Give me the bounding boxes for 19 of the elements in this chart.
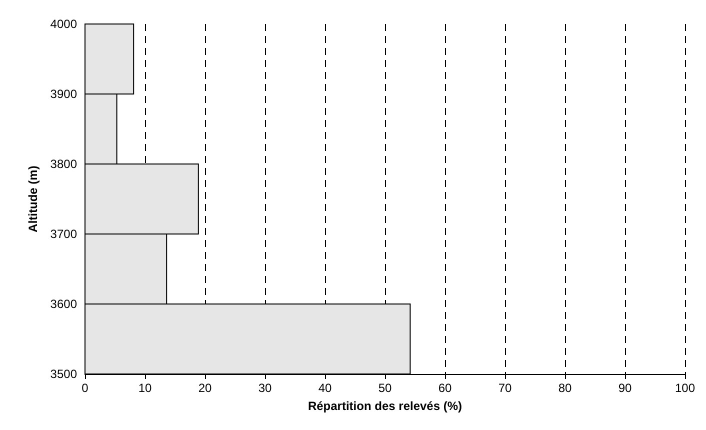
x-tick-label: 20	[198, 381, 212, 395]
x-tick-label: 10	[138, 381, 152, 395]
x-tick-label: 70	[498, 381, 512, 395]
x-tick-label: 0	[82, 381, 89, 395]
y-tick-label: 3900	[50, 87, 78, 101]
x-tick-label: 100	[674, 381, 696, 395]
y-tick-label: 3600	[50, 297, 78, 311]
x-axis-title: Répartition des relevés (%)	[308, 399, 462, 413]
y-tick-label: 3700	[50, 227, 78, 241]
x-tick-label: 60	[438, 381, 452, 395]
x-tick-label: 30	[258, 381, 272, 395]
x-tick-label: 80	[558, 381, 572, 395]
x-tick-label: 90	[618, 381, 632, 395]
x-tick-label: 50	[378, 381, 392, 395]
y-tick-label: 4000	[50, 17, 78, 31]
y-axis-title: Altitude (m)	[26, 166, 40, 232]
y-tick-label: 3500	[50, 367, 78, 381]
x-tick-label: 40	[318, 381, 332, 395]
y-tick-label: 3800	[50, 157, 78, 171]
